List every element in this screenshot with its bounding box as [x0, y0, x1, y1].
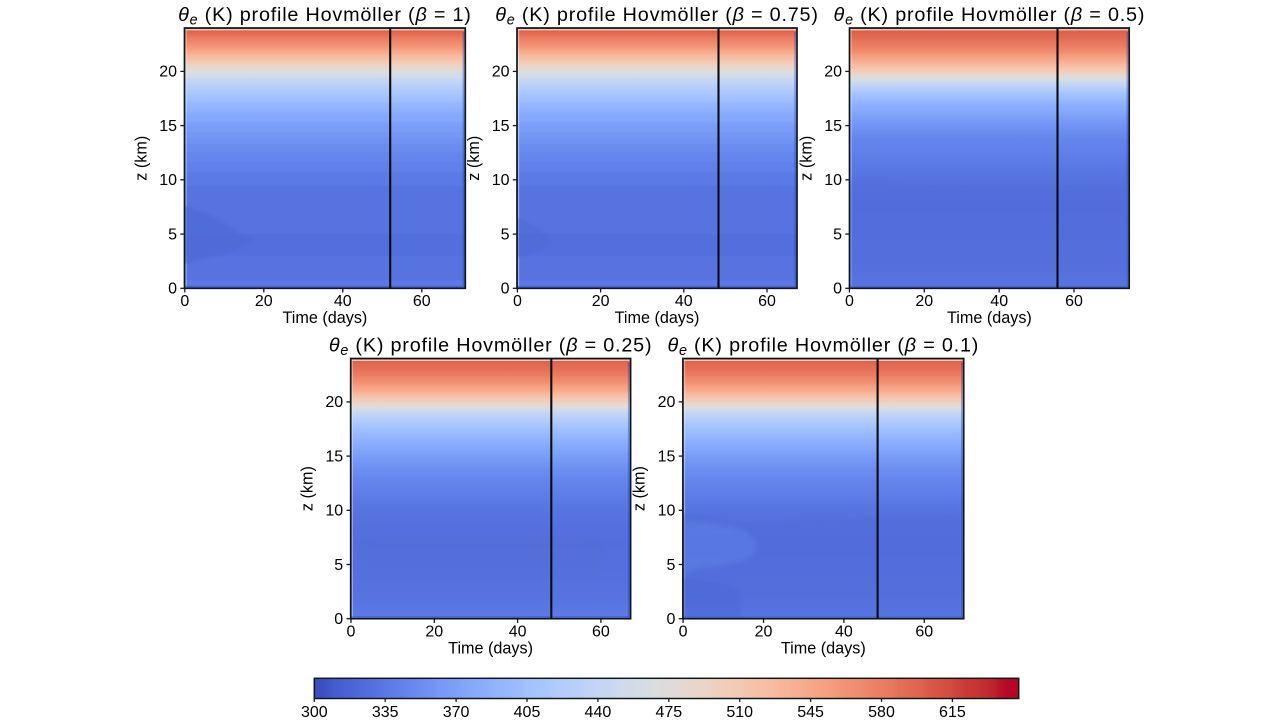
svg-text:Time (days): Time (days)	[781, 639, 866, 657]
svg-text:0: 0	[513, 293, 522, 310]
svg-text:5: 5	[833, 226, 842, 243]
svg-text:60: 60	[1065, 293, 1083, 310]
svg-text:20: 20	[492, 64, 510, 81]
svg-text:40: 40	[334, 293, 352, 310]
svg-text:10: 10	[159, 172, 177, 189]
svg-text:60: 60	[592, 623, 610, 640]
svg-text:20: 20	[592, 293, 610, 310]
svg-text:40: 40	[835, 623, 853, 640]
svg-text:θe (K) profile Hovmöller (β =: θe (K) profile Hovmöller (β = 0.75)	[495, 4, 819, 29]
svg-text:z (km): z (km)	[465, 136, 483, 181]
svg-text:60: 60	[758, 293, 776, 310]
svg-text:5: 5	[334, 557, 343, 574]
svg-text:15: 15	[824, 118, 842, 135]
svg-text:0: 0	[168, 281, 177, 298]
svg-text:10: 10	[658, 503, 676, 520]
svg-text:510: 510	[726, 704, 753, 721]
svg-text:z (km): z (km)	[797, 136, 815, 181]
svg-text:475: 475	[655, 704, 682, 721]
svg-text:440: 440	[585, 704, 612, 721]
svg-text:0: 0	[180, 293, 189, 310]
svg-text:15: 15	[159, 118, 177, 135]
svg-text:15: 15	[658, 448, 676, 465]
svg-text:0: 0	[501, 281, 510, 298]
svg-text:20: 20	[824, 64, 842, 81]
svg-text:Time (days): Time (days)	[947, 309, 1032, 327]
svg-text:θe (K) profile Hovmöller (β =: θe (K) profile Hovmöller (β = 0.1)	[667, 335, 979, 360]
svg-text:335: 335	[372, 704, 399, 721]
svg-text:20: 20	[255, 293, 273, 310]
svg-text:300: 300	[301, 704, 328, 721]
svg-text:10: 10	[492, 172, 510, 189]
svg-text:545: 545	[797, 704, 824, 721]
svg-text:5: 5	[666, 557, 675, 574]
svg-text:40: 40	[675, 293, 693, 310]
svg-text:60: 60	[915, 623, 933, 640]
svg-text:5: 5	[168, 226, 177, 243]
svg-text:10: 10	[325, 503, 343, 520]
svg-text:0: 0	[845, 293, 854, 310]
svg-text:405: 405	[514, 704, 541, 721]
svg-text:60: 60	[413, 293, 431, 310]
svg-text:θe (K) profile Hovmöller (β =: θe (K) profile Hovmöller (β = 0.25)	[329, 335, 652, 360]
svg-text:5: 5	[501, 226, 510, 243]
svg-text:z (km): z (km)	[631, 466, 649, 511]
svg-text:z (km): z (km)	[132, 136, 150, 181]
svg-text:Time (days): Time (days)	[615, 309, 700, 327]
svg-text:15: 15	[325, 448, 343, 465]
svg-text:θe (K) profile Hovmöller (β =: θe (K) profile Hovmöller (β = 1)	[178, 4, 472, 29]
svg-text:0: 0	[334, 611, 343, 628]
svg-text:20: 20	[755, 623, 773, 640]
svg-text:15: 15	[492, 118, 510, 135]
svg-text:40: 40	[990, 293, 1008, 310]
svg-text:20: 20	[425, 623, 443, 640]
svg-text:20: 20	[658, 394, 676, 411]
svg-text:0: 0	[666, 611, 675, 628]
svg-text:Time (days): Time (days)	[448, 639, 533, 657]
svg-text:370: 370	[443, 704, 470, 721]
svg-text:0: 0	[833, 281, 842, 298]
svg-text:20: 20	[159, 64, 177, 81]
svg-text:580: 580	[868, 704, 895, 721]
svg-text:10: 10	[824, 172, 842, 189]
svg-text:θe (K) profile Hovmöller (β =: θe (K) profile Hovmöller (β = 0.5)	[834, 4, 1146, 29]
svg-text:0: 0	[679, 623, 688, 640]
svg-text:40: 40	[509, 623, 527, 640]
svg-text:z (km): z (km)	[299, 466, 317, 511]
svg-text:0: 0	[347, 623, 356, 640]
svg-text:20: 20	[325, 394, 343, 411]
svg-text:20: 20	[915, 293, 933, 310]
svg-text:Time (days): Time (days)	[282, 309, 367, 327]
svg-text:615: 615	[939, 704, 966, 721]
